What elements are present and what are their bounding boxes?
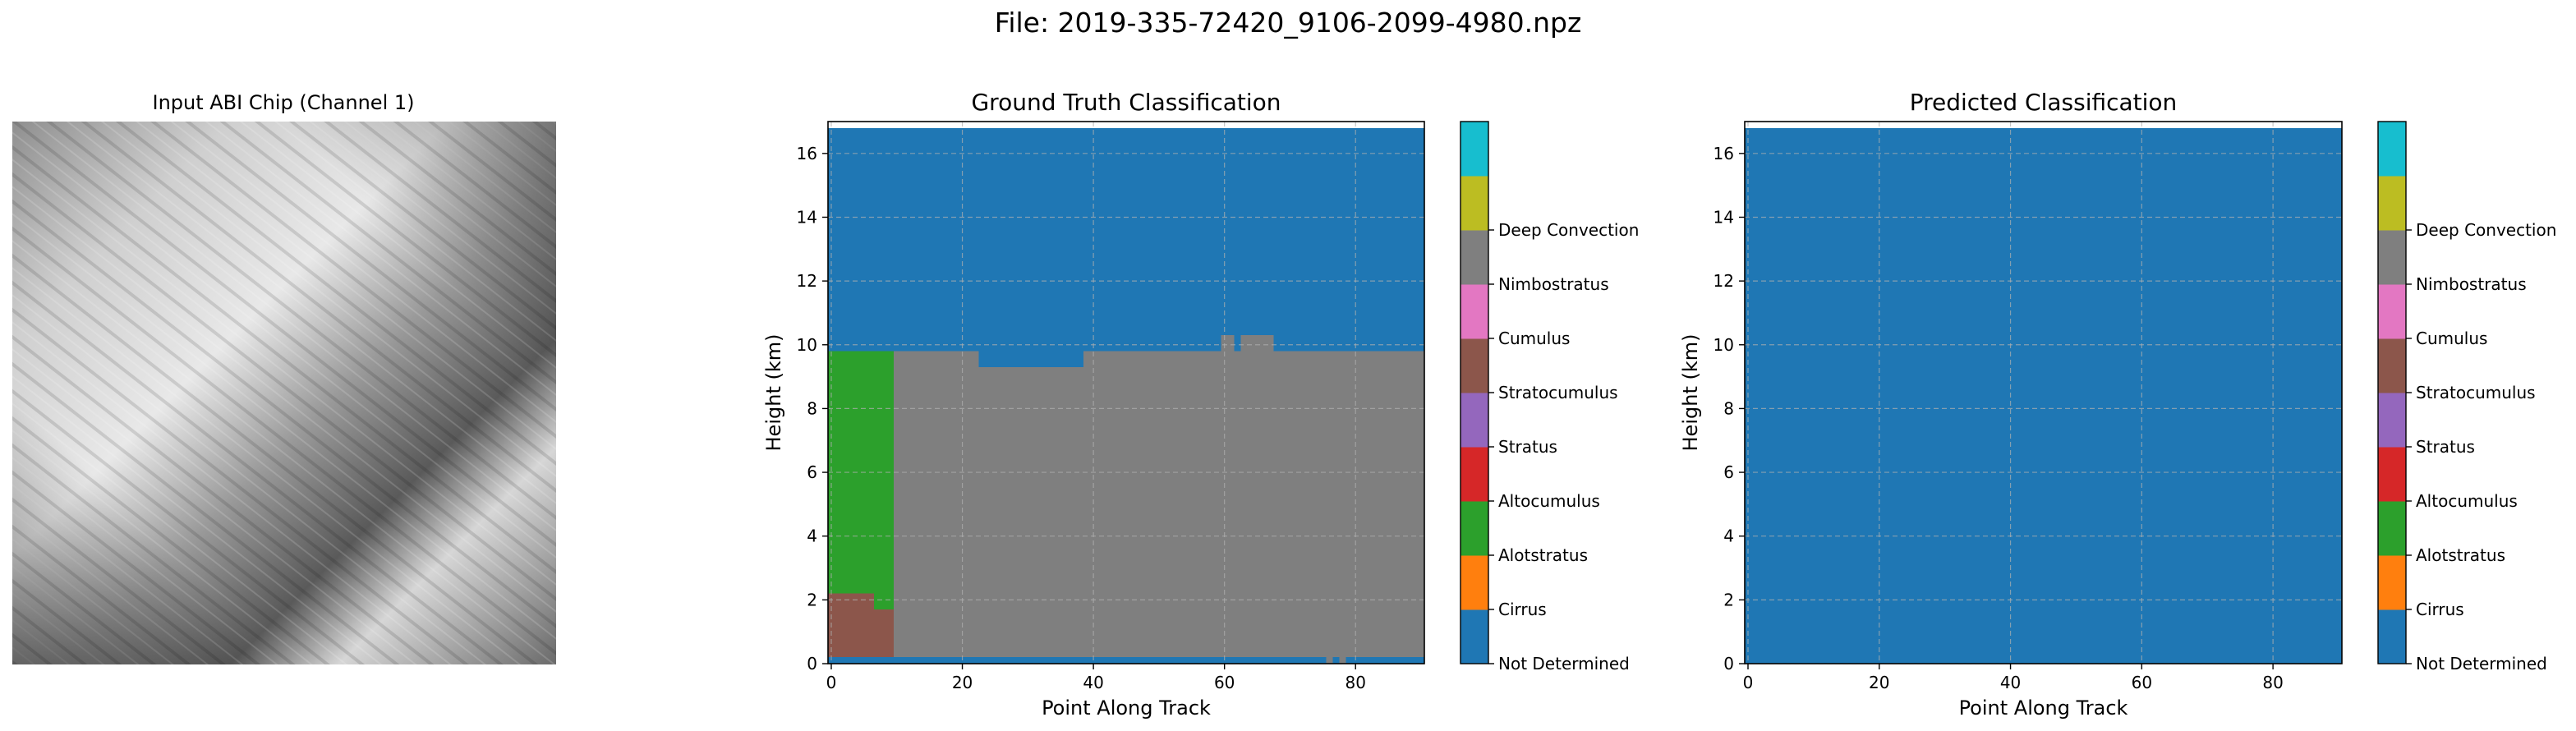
predicted-chart: 0 20 40 60 80 0 2 4 6 8 10 12 14 16 Predicted Classifi… (1679, 89, 2556, 720)
x-axis-label: Point Along Track (1042, 697, 1211, 720)
colorbar-swatch-extra (1460, 122, 1488, 177)
x-tick-label-40: 40 (2000, 673, 2021, 692)
plot-frame (827, 121, 1425, 664)
y-tick-label-12: 12 (797, 271, 817, 291)
region-nimbostratus-3 (1221, 335, 1235, 352)
y-tick-label-4: 4 (807, 526, 817, 546)
figure-suptitle: File: 2019-335-72420_9106-2099-4980.npz (994, 7, 1582, 39)
colorbar-swatch-cumulus (1460, 284, 1488, 339)
colorbar-swatch-deep-convection (2378, 176, 2406, 231)
region-alotstratus-5 (828, 351, 894, 609)
y-tick-label-2: 2 (807, 590, 817, 609)
x-tick-label-60: 60 (2132, 673, 2152, 692)
region-not-determined-2 (978, 351, 1084, 367)
y-tick-label-6: 6 (1723, 462, 1734, 482)
colorbar-swatch-deep-convection (1460, 176, 1488, 231)
colorbar-swatch-extra (2378, 122, 2406, 177)
y-tick-label-4: 4 (1723, 526, 1734, 546)
y-tick-label-14: 14 (1714, 207, 1734, 227)
colorbar-label-stratocumulus: Stratocumulus (1498, 383, 1618, 402)
colorbar-label-stratus: Stratus (1498, 437, 1557, 457)
colorbar-swatch-stratocumulus (2378, 338, 2406, 393)
colorbar-label-not-determined: Not Determined (1498, 654, 1630, 674)
colorbar-label-altocumulus: Altocumulus (1498, 491, 1600, 511)
x-tick-label-20: 20 (1869, 673, 1889, 692)
chart-title: Predicted Classification (1910, 89, 2178, 116)
input-chip-panel: Input ABI Chip (Channel 1) (12, 91, 556, 664)
y-tick-label-0: 0 (1723, 654, 1734, 674)
colorbar-label-cumulus: Cumulus (1498, 329, 1570, 348)
y-tick-label-8: 8 (807, 398, 817, 418)
colorbar-swatch-alotstratus (1460, 501, 1488, 556)
x-tick-label-0: 0 (826, 673, 837, 692)
colorbar-swatch-alotstratus (2378, 501, 2406, 556)
colorbar-label-nimbostratus: Nimbostratus (1498, 274, 1609, 294)
plot-frame (1744, 121, 2343, 664)
x-tick-label-80: 80 (1346, 673, 1366, 692)
y-tick-label-10: 10 (797, 335, 817, 355)
y-tick-label-6: 6 (807, 462, 817, 482)
colorbar-swatch-altocumulus (2378, 447, 2406, 502)
colorbar-label-cumulus: Cumulus (2416, 329, 2487, 348)
colorbar-label-stratus: Stratus (2416, 437, 2475, 457)
colorbar-label-alotstratus: Alotstratus (2416, 545, 2505, 565)
x-tick-label-40: 40 (1083, 673, 1103, 692)
chart-title: Ground Truth Classification (971, 89, 1281, 116)
input-chip-title: Input ABI Chip (Channel 1) (152, 91, 414, 114)
y-tick-label-16: 16 (1714, 144, 1734, 163)
x-axis-label: Point Along Track (1959, 697, 2128, 720)
x-tick-label-20: 20 (952, 673, 973, 692)
colorbar-swatch-nimbostratus (1460, 230, 1488, 285)
colorbar-label-cirrus: Cirrus (1498, 600, 1547, 619)
y-tick-label-12: 12 (1714, 271, 1734, 291)
region-nimbostratus-4 (1240, 335, 1274, 352)
colorbar-swatch-not-determined (1460, 609, 1488, 664)
colorbar-swatch-altocumulus (1460, 447, 1488, 502)
region-stratocumulus-6 (828, 593, 874, 658)
region-not-determined-0 (1745, 127, 2342, 664)
y-tick-label-14: 14 (797, 207, 817, 227)
colorbar-label-altocumulus: Altocumulus (2416, 491, 2518, 511)
colorbar-swatch-stratocumulus (1460, 338, 1488, 393)
colorbar-swatch-cumulus (2378, 284, 2406, 339)
colorbar-swatch-nimbostratus (2378, 230, 2406, 285)
y-tick-label-10: 10 (1714, 335, 1734, 355)
colorbar-swatch-cirrus (2378, 555, 2406, 610)
region-stratocumulus-7 (873, 609, 894, 658)
y-axis-label: Height (km) (1679, 334, 1702, 452)
region-nimbostratus-9 (1339, 657, 1346, 664)
y-tick-label-16: 16 (797, 144, 817, 163)
region-nimbostratus-8 (1326, 657, 1333, 664)
input-chip-image (12, 122, 556, 664)
colorbar-label-deep-convection: Deep Convection (2416, 220, 2556, 240)
region-nimbostratus-1 (893, 351, 1424, 658)
colorbar-swatch-cirrus (1460, 555, 1488, 610)
colorbar-swatch-stratus (2378, 393, 2406, 448)
y-tick-label-8: 8 (1723, 398, 1734, 418)
colorbar-label-alotstratus: Alotstratus (1498, 545, 1588, 565)
colorbar-swatch-stratus (1460, 393, 1488, 448)
colorbar-label-deep-convection: Deep Convection (1498, 220, 1639, 240)
y-tick-label-2: 2 (1723, 590, 1734, 609)
colorbar-swatch-not-determined (2378, 609, 2406, 664)
ground-truth-chart: 0 20 40 60 80 0 2 4 6 8 10 12 14 16 Ground Truth Class… (762, 89, 1639, 720)
y-tick-label-0: 0 (807, 654, 817, 674)
colorbar-label-not-determined: Not Determined (2416, 654, 2547, 674)
colorbar-label-nimbostratus: Nimbostratus (2416, 274, 2527, 294)
y-axis-label: Height (km) (762, 334, 785, 452)
colorbar-label-cirrus: Cirrus (2416, 600, 2464, 619)
x-tick-label-0: 0 (1743, 673, 1754, 692)
x-tick-label-80: 80 (2262, 673, 2283, 692)
colorbar-label-stratocumulus: Stratocumulus (2416, 383, 2536, 402)
x-tick-label-60: 60 (1214, 673, 1235, 692)
